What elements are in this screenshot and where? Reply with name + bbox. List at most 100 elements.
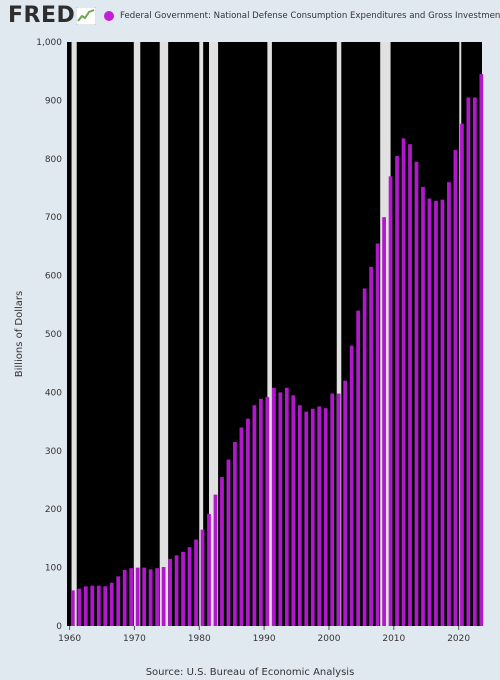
bar-1986[interactable] [239, 427, 244, 626]
bar-1980[interactable] [200, 529, 205, 626]
bar-1982[interactable] [213, 494, 218, 626]
recession-band-0 [71, 42, 77, 626]
bar-2012[interactable] [408, 144, 412, 626]
y-tick-label: 400 [45, 388, 62, 398]
x-tick-label: 1980 [188, 634, 211, 644]
bar-2000[interactable] [330, 393, 335, 626]
recession-band-2 [159, 42, 169, 626]
bar-1984[interactable] [226, 459, 231, 626]
x-tick-label: 2020 [447, 634, 470, 644]
y-tick-label: 700 [45, 213, 62, 223]
fred-logo-chart-icon [76, 7, 96, 25]
bar-1990[interactable] [265, 397, 270, 626]
bar-1963[interactable] [90, 585, 95, 626]
y-tick-label: 800 [45, 155, 62, 165]
bar-1967[interactable] [116, 576, 121, 626]
bar-1979[interactable] [194, 539, 198, 626]
bar-1994[interactable] [291, 395, 296, 626]
source-note: Source: U.S. Bureau of Economic Analysis [145, 667, 355, 678]
bar-1969[interactable] [129, 568, 134, 626]
y-tick-label: 500 [45, 330, 62, 340]
recession-band-5 [267, 42, 272, 626]
bar-2002[interactable] [343, 380, 348, 626]
bar-1965[interactable] [103, 586, 108, 626]
y-axis-title: Billions of Dollars [14, 291, 25, 377]
x-tick-label: 2010 [382, 634, 405, 644]
bar-2003[interactable] [349, 345, 354, 626]
recession-band-6 [336, 42, 342, 626]
bar-1964[interactable] [96, 585, 101, 626]
bar-1976[interactable] [174, 555, 179, 626]
bar-1999[interactable] [323, 408, 328, 626]
bar-2006[interactable] [369, 266, 373, 626]
bar-1992[interactable] [278, 392, 283, 626]
chart-header: FRED Federal Government: National Defens… [0, 0, 500, 34]
x-tick-label: 2000 [318, 634, 341, 644]
bar-1988[interactable] [252, 405, 257, 626]
x-tick-label: 1990 [253, 634, 276, 644]
y-tick-label: 0 [56, 622, 62, 632]
bar-2018[interactable] [447, 182, 451, 626]
bar-2015[interactable] [427, 198, 432, 626]
bar-1997[interactable] [310, 408, 315, 626]
bar-1966[interactable] [109, 582, 114, 626]
x-tick-label: 1970 [123, 634, 146, 644]
y-tick-label: 900 [45, 96, 62, 106]
bar-1974[interactable] [161, 567, 166, 626]
bar-1968[interactable] [122, 569, 127, 626]
y-tick-label: 300 [45, 447, 62, 457]
bar-2017[interactable] [440, 199, 445, 626]
bar-1977[interactable] [181, 551, 185, 626]
recession-band-1 [133, 42, 141, 626]
bar-1995[interactable] [297, 405, 302, 626]
bar-1970[interactable] [135, 567, 140, 626]
bar-1983[interactable] [220, 477, 224, 626]
bar-2013[interactable] [414, 161, 419, 626]
bar-2010[interactable] [395, 155, 399, 626]
y-axis: 0 100 200 300 400 500 600 700 800 900 1,000 [36, 38, 62, 632]
bar-2014[interactable] [421, 186, 425, 626]
bar-2001[interactable] [336, 393, 341, 626]
y-tick-label: 1,000 [36, 38, 62, 48]
bar-2020[interactable] [460, 123, 464, 626]
bar-2022[interactable] [472, 97, 477, 627]
bar-1996[interactable] [304, 411, 309, 626]
bar-2011[interactable] [401, 138, 406, 627]
bar-2016[interactable] [434, 200, 438, 626]
legend-series-label: Federal Government: National Defense Con… [120, 11, 500, 21]
bar-1961[interactable] [77, 588, 82, 626]
y-tick-label: 600 [45, 272, 62, 282]
x-tick-label: 1960 [58, 634, 81, 644]
x-axis: 1960 1970 1980 1990 2000 2010 2020 [58, 626, 470, 644]
bar-1973[interactable] [155, 568, 160, 626]
bar-2008[interactable] [382, 217, 386, 626]
bar-1971[interactable] [142, 567, 147, 626]
bar-series [70, 74, 484, 627]
bar-1962[interactable] [83, 586, 88, 626]
recession-band-3 [199, 42, 204, 626]
y-tick-label: 200 [45, 505, 62, 515]
fred-logo[interactable]: FRED [8, 3, 76, 28]
bar-1985[interactable] [233, 442, 237, 626]
bar-2021[interactable] [466, 97, 471, 627]
bar-2023[interactable] [479, 74, 484, 627]
bar-2004[interactable] [356, 310, 361, 626]
bar-1991[interactable] [271, 387, 276, 626]
bar-2007[interactable] [375, 243, 380, 627]
recession-band-4 [209, 42, 219, 626]
bar-2019[interactable] [453, 150, 458, 627]
bar-1960[interactable] [70, 590, 75, 626]
bar-1978[interactable] [187, 547, 192, 626]
legend-marker [104, 11, 114, 21]
y-tick-label: 100 [45, 564, 62, 574]
bar-1998[interactable] [317, 406, 322, 626]
bar-1993[interactable] [284, 387, 289, 626]
bar-1987[interactable] [246, 418, 250, 626]
bar-2009[interactable] [388, 176, 393, 626]
bar-1972[interactable] [148, 569, 153, 626]
bar-1975[interactable] [168, 558, 172, 626]
bar-1981[interactable] [207, 513, 211, 626]
bar-1989[interactable] [259, 398, 263, 626]
bar-2005[interactable] [362, 288, 367, 626]
